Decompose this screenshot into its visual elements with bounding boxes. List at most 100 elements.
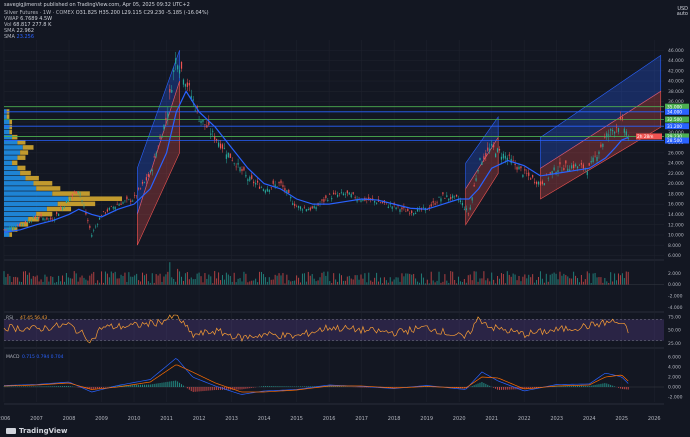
- oscillator-bar: [520, 281, 522, 285]
- oscillator-bar: [40, 279, 42, 285]
- price-candle: [104, 212, 107, 214]
- price-candle: [258, 186, 261, 189]
- price-candle: [87, 220, 89, 222]
- macd-histogram-bar: [142, 384, 144, 387]
- volume-profile-down: [36, 186, 61, 191]
- macd-histogram-bar: [471, 385, 473, 387]
- macd-histogram-bar: [130, 385, 132, 387]
- oscillator-bar: [15, 276, 17, 285]
- oscillator-tick-label: 0.000: [668, 282, 681, 288]
- oscillator-bar: [368, 272, 370, 285]
- macd-histogram-bar: [298, 386, 300, 387]
- oscillator-bar: [34, 276, 36, 285]
- oscillator-bar: [481, 278, 483, 285]
- oscillator-bar: [325, 275, 327, 285]
- oscillator-bar: [485, 280, 487, 285]
- currency-label[interactable]: USD auto: [676, 6, 688, 17]
- price-candle: [77, 191, 79, 193]
- macd-histogram-bar: [305, 386, 307, 387]
- oscillator-bar: [407, 273, 409, 285]
- macd-histogram-bar: [175, 380, 177, 387]
- oscillator-bar: [235, 282, 237, 285]
- oscillator-bar: [151, 273, 153, 285]
- price-candle: [85, 211, 87, 215]
- oscillator-bar: [208, 274, 210, 285]
- price-candle: [301, 209, 304, 211]
- macd-histogram-bar: [536, 387, 538, 388]
- time-tick-label: 2020: [453, 416, 466, 422]
- price-candle: [333, 192, 335, 195]
- volume-profile-up: [4, 160, 13, 166]
- price-candle: [413, 213, 415, 215]
- volume-profile-down: [9, 129, 13, 135]
- price-candle: [299, 206, 302, 210]
- macd-histogram-bar: [479, 382, 481, 387]
- price-candle: [442, 192, 444, 195]
- macd-histogram-bar: [181, 384, 183, 387]
- volume-profile-down: [20, 150, 29, 155]
- volume-legend: Vol 68.817 277.8 K: [4, 22, 52, 28]
- price-candle: [613, 131, 616, 134]
- macd-histogram-bar: [44, 386, 46, 387]
- time-tick-label: 2015: [290, 416, 303, 422]
- price-candle: [192, 99, 194, 101]
- price-candle: [264, 190, 266, 193]
- macd-histogram-bar: [253, 387, 255, 388]
- oscillator-bar: [110, 271, 112, 285]
- oscillator-bar: [301, 273, 303, 285]
- macd-histogram-bar: [190, 387, 192, 392]
- oscillator-bar: [227, 274, 229, 285]
- oscillator-bar: [335, 279, 337, 285]
- oscillator-bar: [38, 281, 40, 285]
- price-candle: [506, 157, 508, 162]
- price-candle: [206, 125, 208, 128]
- current-price-time-tag: [636, 133, 662, 140]
- oscillator-bar: [142, 272, 144, 285]
- oscillator-bar: [489, 281, 491, 285]
- price-candle: [455, 194, 458, 197]
- price-candle: [75, 191, 77, 194]
- oscillator-bar: [358, 279, 360, 285]
- oscillator-bar: [440, 282, 442, 285]
- oscillator-bar: [625, 271, 627, 285]
- price-candle: [163, 124, 165, 130]
- macd-histogram-bar: [495, 387, 497, 389]
- oscillator-bar: [508, 274, 510, 285]
- oscillator-bar: [580, 274, 582, 285]
- price-candle: [537, 181, 540, 185]
- volume-profile-up: [4, 165, 18, 171]
- macd-histogram-bar: [307, 386, 309, 387]
- volume-profile-up: [4, 201, 58, 207]
- oscillator-bar: [260, 271, 262, 285]
- price-candle: [11, 226, 13, 229]
- macd-histogram-bar: [300, 386, 302, 387]
- macd-histogram-bar: [151, 384, 153, 387]
- volume-profile-up: [4, 129, 10, 135]
- oscillator-bar: [67, 277, 69, 285]
- oscillator-bar: [122, 275, 124, 285]
- oscillator-bar: [342, 280, 344, 285]
- macd-histogram-bar: [87, 387, 89, 389]
- price-candle: [141, 181, 144, 184]
- macd-histogram-bar: [220, 387, 222, 390]
- oscillator-bar: [405, 273, 407, 285]
- price-candle: [245, 174, 247, 177]
- macd-histogram-bar: [506, 387, 508, 390]
- price-candle: [296, 206, 298, 208]
- price-candle: [520, 166, 522, 169]
- macd-histogram-bar: [559, 385, 561, 387]
- macd-histogram-bar: [235, 387, 237, 390]
- oscillator-bar: [510, 276, 512, 285]
- price-candle: [282, 185, 284, 187]
- price-candle: [405, 211, 407, 213]
- oscillator-bar: [623, 278, 625, 285]
- macd-histogram-bar: [276, 386, 278, 387]
- price-candle: [331, 197, 333, 200]
- price-candle: [231, 160, 233, 161]
- volume-profile-up: [4, 114, 7, 119]
- oscillator-bar: [106, 273, 108, 285]
- oscillator-bar: [436, 280, 438, 285]
- price-candle: [171, 89, 173, 93]
- oscillator-bar: [200, 276, 202, 285]
- price-tick-label: 22.000: [668, 171, 684, 177]
